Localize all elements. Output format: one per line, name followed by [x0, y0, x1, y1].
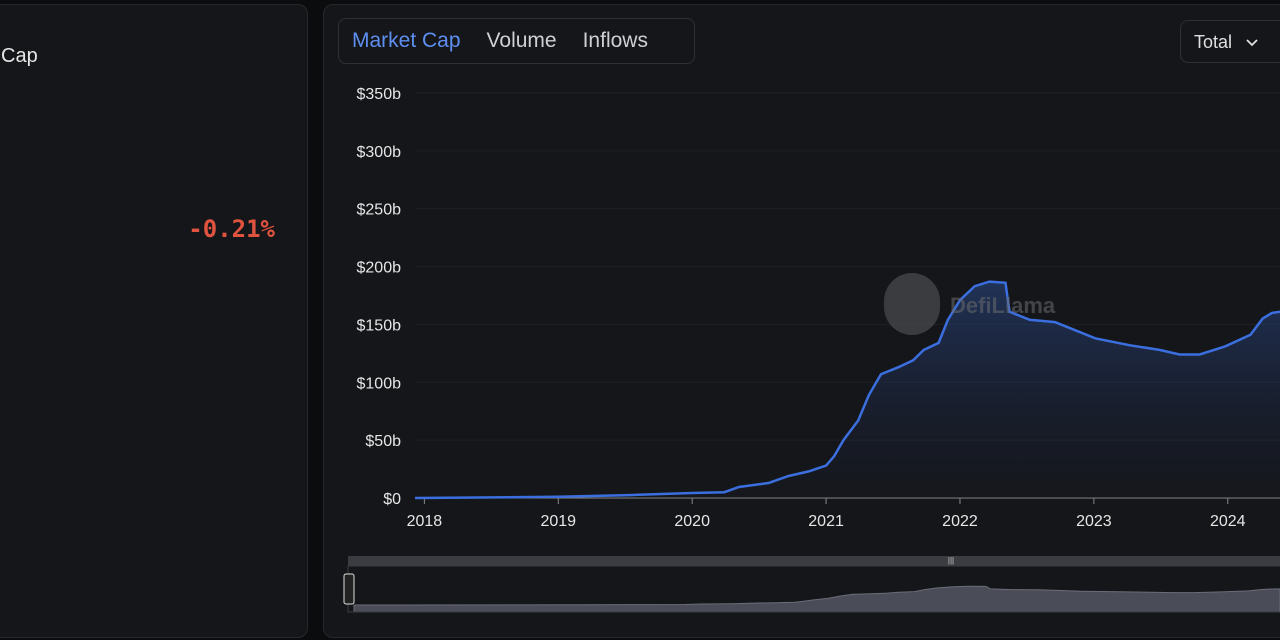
stat-label: Cap	[1, 45, 38, 67]
line	[414, 280, 1280, 500]
x-tick-label: 2023	[1076, 513, 1112, 530]
stat-change: -0.21%	[188, 215, 275, 243]
watermark-text: DefiLlama	[950, 293, 1056, 318]
y-tick-label: $300b	[357, 144, 402, 161]
tab-group: Market Cap Volume Inflows	[338, 18, 695, 64]
area	[415, 281, 1280, 498]
tab[interactable]: Volume	[486, 29, 557, 52]
tab[interactable]: Inflows	[582, 29, 648, 52]
dropdown[interactable]: Total	[1180, 20, 1280, 63]
navigator-area	[353, 585, 1280, 613]
y-tick-label: $150b	[357, 317, 402, 334]
y-tick-label: $50b	[365, 433, 401, 450]
navigator-grip: |||	[948, 556, 954, 565]
stats-panel: Cap -0.21%	[0, 4, 308, 638]
x-tick-label: 2018	[407, 513, 443, 530]
y-tick-label: $350b	[357, 86, 402, 103]
x-tick-label: 2022	[942, 513, 978, 530]
y-tick-label: $200b	[357, 260, 402, 277]
watermark: DefiLlama	[884, 273, 1056, 335]
chart-panel	[323, 4, 1280, 638]
y-tick-label: $0	[383, 491, 401, 508]
dropdown-label: Total	[1194, 32, 1233, 52]
x-tick-label: 2024	[1210, 513, 1246, 530]
watermark-logo	[884, 273, 940, 335]
x-tick-label: 2021	[808, 513, 844, 530]
x-tick-label: 2020	[674, 513, 710, 530]
navigator-handle[interactable]	[343, 573, 355, 605]
navigator-bar[interactable]	[348, 556, 1280, 566]
x-tick-label: 2019	[540, 513, 576, 530]
y-tick-label: $250b	[357, 202, 402, 219]
y-tick-label: $100b	[357, 375, 402, 392]
plot: $0 $50b $100b $150b $200b $250b $300b $350b 2018…	[353, 86, 1280, 613]
tab[interactable]: Market Cap	[352, 29, 461, 52]
chevron	[1246, 39, 1258, 47]
